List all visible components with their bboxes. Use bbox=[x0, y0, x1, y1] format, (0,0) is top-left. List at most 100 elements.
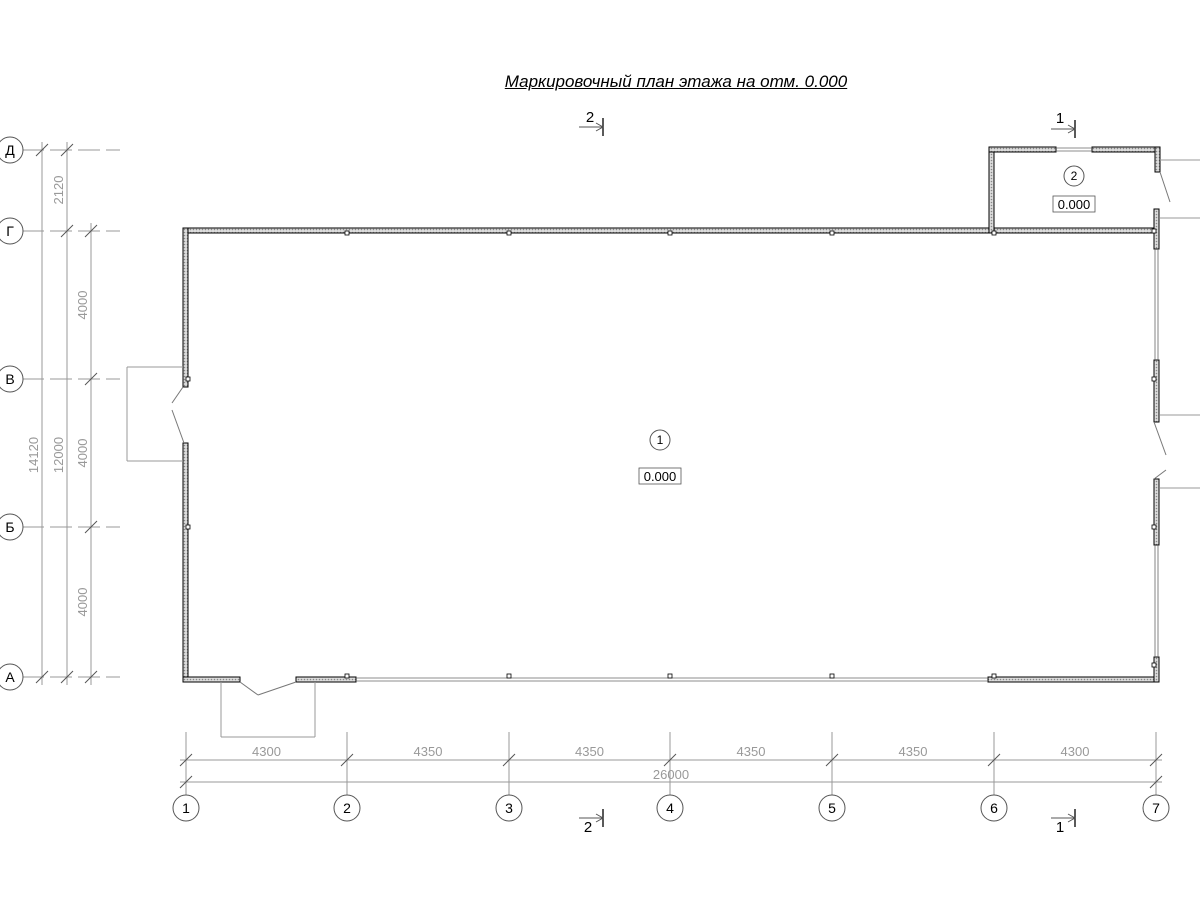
column bbox=[667, 230, 673, 236]
room-elevation: 0.000 bbox=[644, 469, 677, 484]
door-swing bbox=[1153, 469, 1167, 480]
column bbox=[185, 376, 191, 382]
wall bbox=[988, 146, 995, 234]
grid-bubble bbox=[818, 794, 846, 822]
room-elevation: 0.000 bbox=[1058, 197, 1091, 212]
grid-row-label: Б bbox=[5, 519, 14, 535]
column bbox=[506, 673, 512, 679]
grid-col-label: 4 bbox=[666, 800, 674, 816]
door-swing bbox=[171, 409, 185, 444]
grid-bubble bbox=[1142, 794, 1170, 822]
dimension-tick bbox=[60, 670, 74, 684]
dimension-label: 4350 bbox=[575, 744, 604, 759]
grid-row-label: Д bbox=[5, 142, 15, 158]
wall bbox=[988, 146, 1057, 153]
dimension-label: 4350 bbox=[899, 744, 928, 759]
wall bbox=[987, 676, 1160, 683]
grid-bubble bbox=[0, 365, 24, 393]
dimension-tick bbox=[663, 753, 677, 767]
column bbox=[829, 673, 835, 679]
wall bbox=[1091, 146, 1161, 153]
grid-bubble bbox=[656, 794, 684, 822]
dimension-label-inner: 4000 bbox=[75, 439, 90, 468]
column bbox=[344, 673, 350, 679]
column bbox=[667, 673, 673, 679]
column bbox=[506, 230, 512, 236]
section-label: 2 bbox=[584, 819, 592, 836]
dimension-label-2120: 2120 bbox=[51, 176, 66, 205]
section-label: 2 bbox=[586, 109, 594, 126]
door-swing bbox=[1153, 421, 1167, 456]
dimension-label: 4350 bbox=[737, 744, 766, 759]
column bbox=[1151, 228, 1157, 234]
dimension-label: 4350 bbox=[414, 744, 443, 759]
wall bbox=[1154, 146, 1161, 173]
grid-bubble bbox=[495, 794, 523, 822]
dimension-tick bbox=[60, 224, 74, 238]
grid-col-label: 2 bbox=[343, 800, 351, 816]
dimension-tick bbox=[60, 143, 74, 157]
grid-bubble bbox=[333, 794, 361, 822]
wall bbox=[182, 442, 189, 681]
grid-col-label: 7 bbox=[1152, 800, 1160, 816]
room-number-bubble bbox=[649, 429, 671, 451]
door-swing bbox=[171, 386, 184, 404]
dimension-label-inner: 4000 bbox=[75, 588, 90, 617]
room-number-bubble bbox=[1063, 165, 1085, 187]
grid-bubble bbox=[0, 136, 24, 164]
dimension-tick bbox=[1149, 753, 1163, 767]
grid-row-label: В bbox=[5, 371, 14, 387]
grid-row-label: А bbox=[5, 669, 15, 685]
dimension-tick bbox=[84, 372, 98, 386]
column bbox=[344, 230, 350, 236]
section-arrow-head bbox=[595, 122, 605, 132]
wall bbox=[182, 676, 241, 683]
dimension-tick bbox=[35, 670, 49, 684]
section-label: 1 bbox=[1056, 819, 1064, 836]
grid-row-label: Г bbox=[6, 223, 14, 239]
dimension-tick bbox=[84, 224, 98, 238]
door-swing bbox=[239, 681, 259, 696]
labels: Д Г В Б А 1 2 3 4 5 6 7 4300 4350 4350 4350 4350 4300 2600… bbox=[5, 109, 1160, 836]
column bbox=[1151, 524, 1157, 530]
dimension-tick bbox=[84, 520, 98, 534]
dimension-label: 4300 bbox=[1061, 744, 1090, 759]
column bbox=[829, 230, 835, 236]
grid-bubble bbox=[0, 513, 24, 541]
dimension-label-total: 26000 bbox=[653, 767, 689, 782]
dimension-tick bbox=[84, 670, 98, 684]
dimension-tick bbox=[179, 775, 193, 789]
column bbox=[991, 230, 997, 236]
grid-bubble bbox=[980, 794, 1008, 822]
grid-bubble bbox=[0, 663, 24, 691]
elevation-box bbox=[638, 467, 682, 485]
dimension-label-12000: 12000 bbox=[51, 437, 66, 473]
grid-col-label: 1 bbox=[182, 800, 190, 816]
dimension-tick bbox=[825, 753, 839, 767]
wall bbox=[1153, 656, 1160, 683]
dimension-lines bbox=[35, 142, 1163, 789]
dimension-tick bbox=[35, 143, 49, 157]
column bbox=[185, 524, 191, 530]
dimension-label-inner: 4000 bbox=[75, 291, 90, 320]
wall bbox=[182, 227, 189, 388]
column bbox=[1151, 662, 1157, 668]
drawing-title: Маркировочный план этажа на отм. 0.000 bbox=[504, 72, 848, 91]
grid-col-label: 6 bbox=[990, 800, 998, 816]
walls bbox=[126, 146, 1200, 738]
section-arrow-head bbox=[1067, 813, 1077, 823]
grid-col-label: 3 bbox=[505, 800, 513, 816]
door-swing bbox=[257, 681, 297, 696]
dimension-label: 4300 bbox=[252, 744, 281, 759]
room-number: 2 bbox=[1071, 169, 1078, 183]
column bbox=[991, 673, 997, 679]
wall bbox=[1153, 478, 1160, 546]
elevation-box bbox=[1052, 195, 1096, 213]
dimension-tick bbox=[1149, 775, 1163, 789]
dimension-label-14120: 14120 bbox=[26, 437, 41, 473]
wall bbox=[295, 676, 357, 683]
dimension-tick bbox=[179, 753, 193, 767]
dimension-tick bbox=[987, 753, 1001, 767]
door-swing bbox=[1159, 171, 1171, 203]
